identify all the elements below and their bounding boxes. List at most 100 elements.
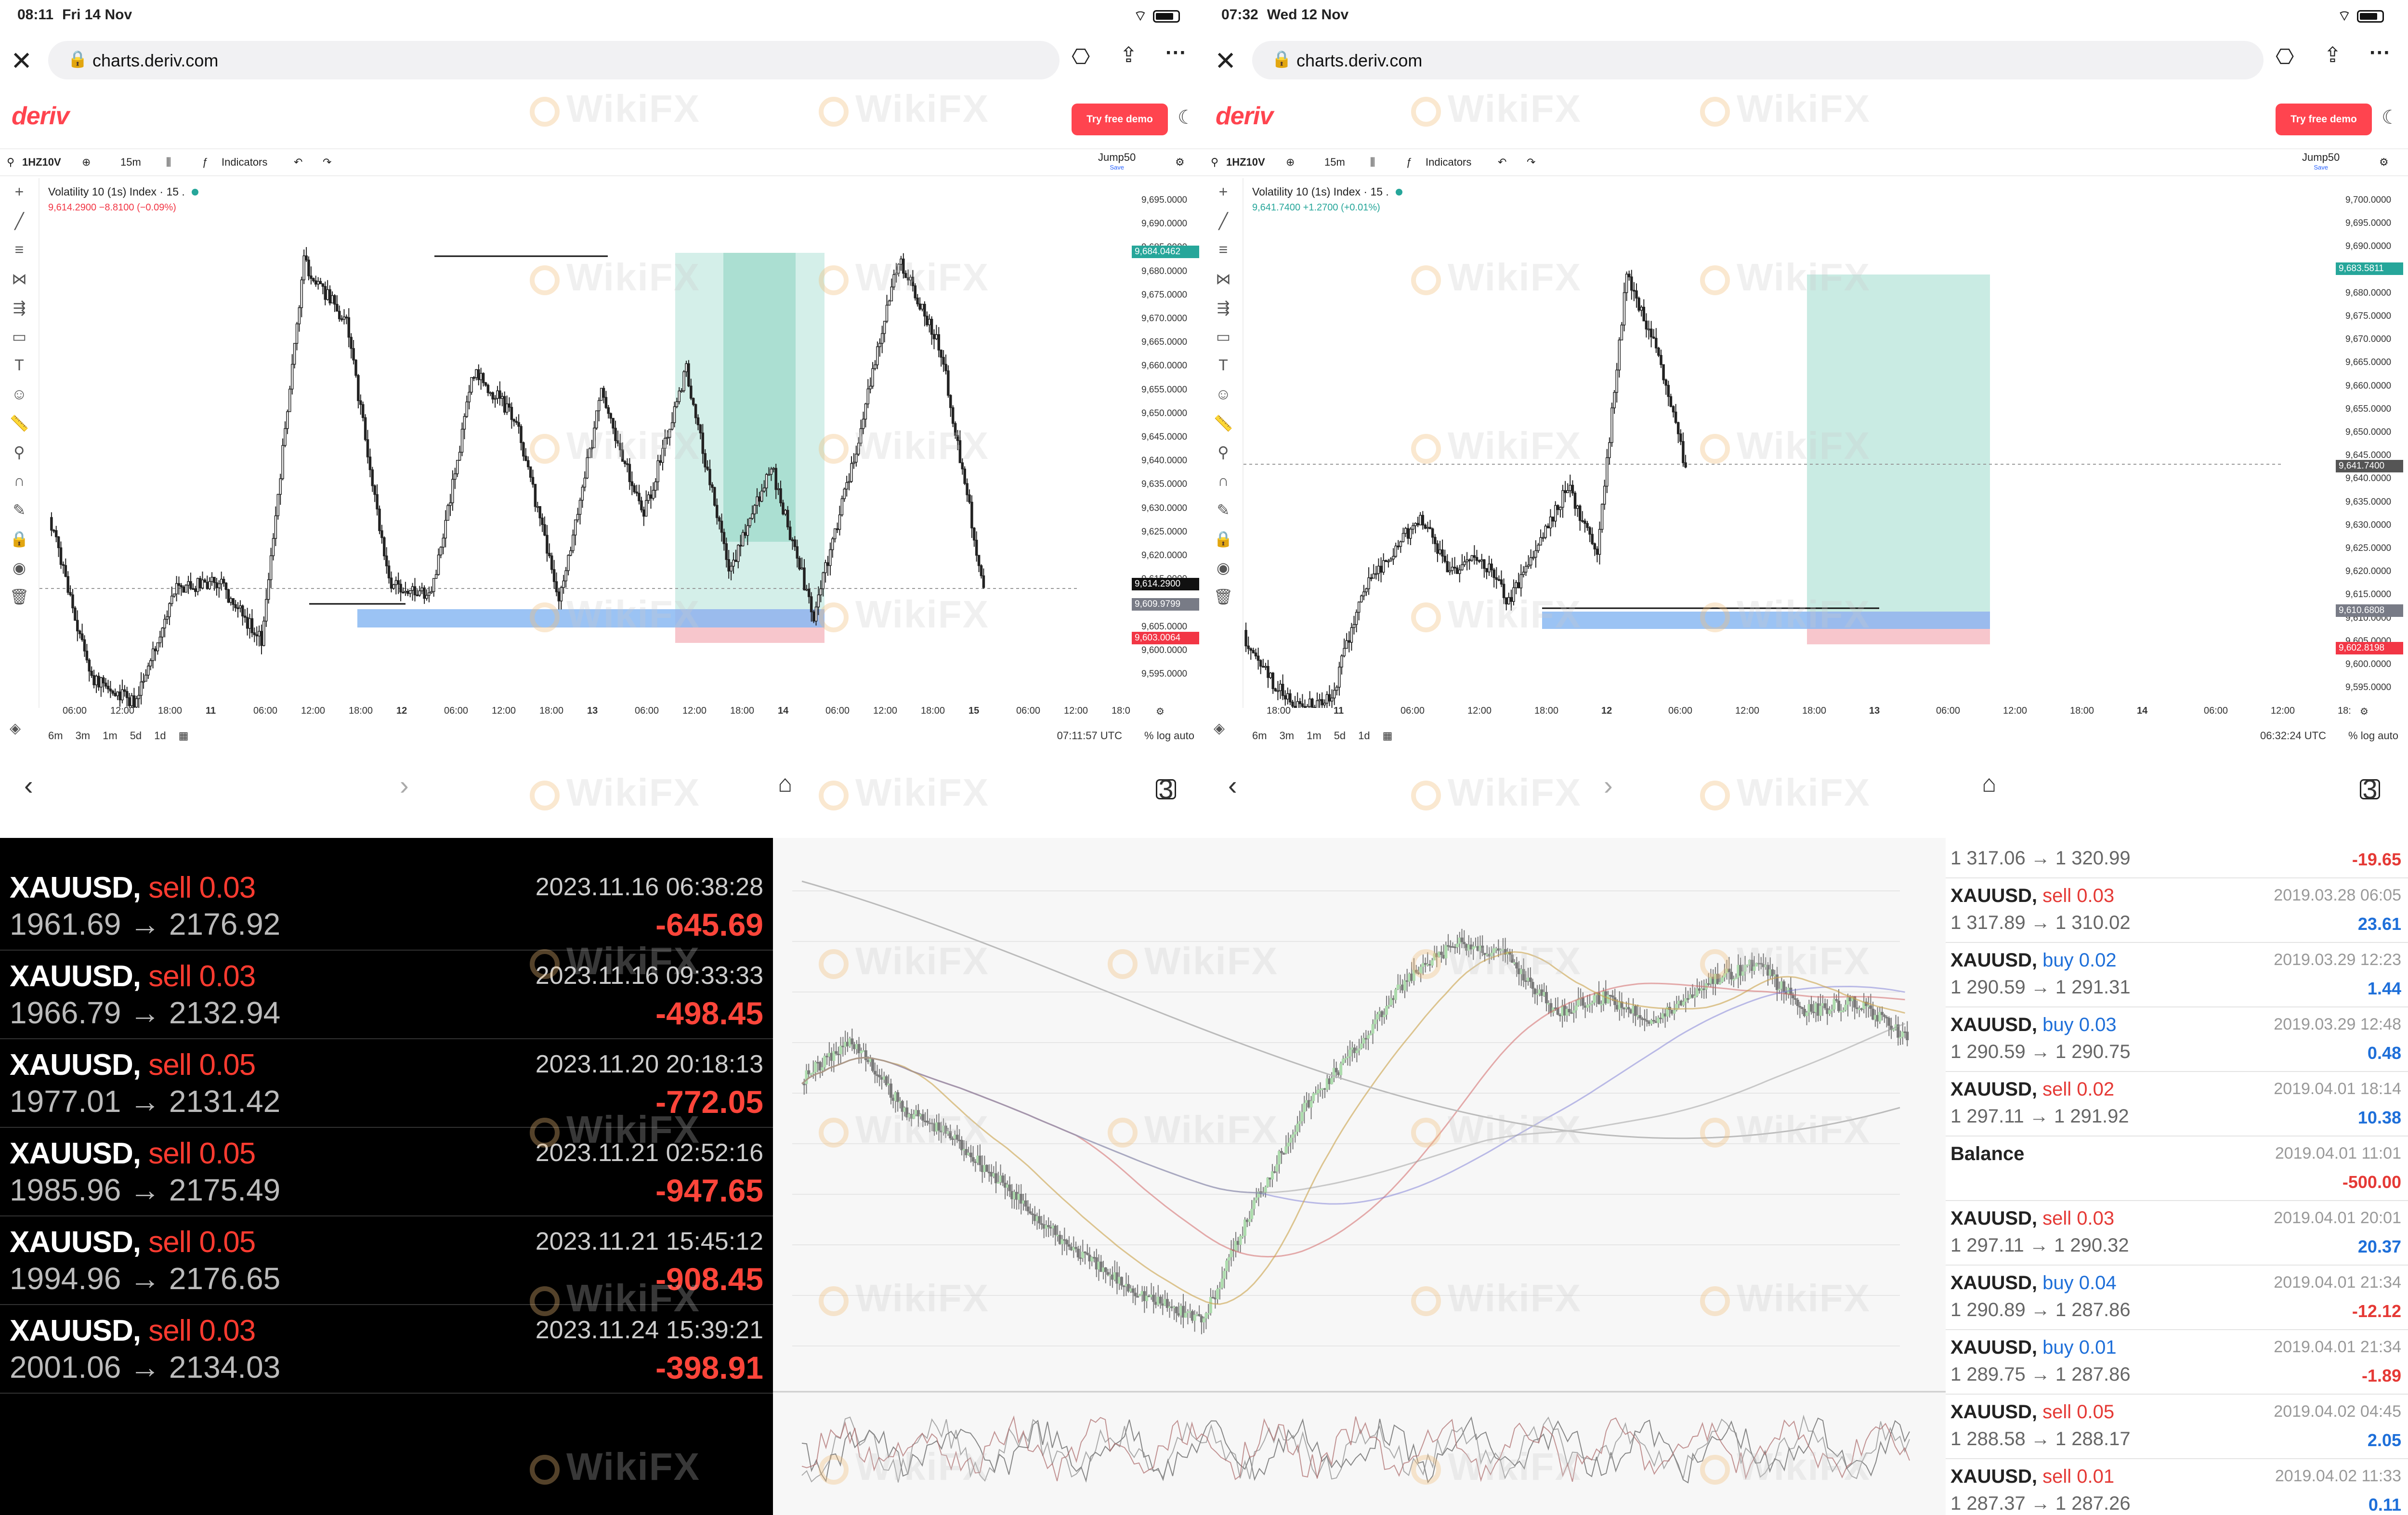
trade-row[interactable]: Balance 2019.04.01 11:01 -500.00 xyxy=(1946,1136,2408,1201)
indicators-icon[interactable]: ƒ xyxy=(1406,156,1413,168)
candlestick-chart[interactable] xyxy=(39,178,1080,708)
symbol-selector[interactable]: 1HZ10V xyxy=(22,156,61,168)
deriv-logo[interactable]: deriv xyxy=(12,102,69,130)
interval-selector[interactable]: 15m xyxy=(1324,156,1345,168)
crosshair-icon[interactable]: + xyxy=(1218,183,1228,200)
trade-row[interactable]: XAUUSD, sell 0.03 2023.11.24 15:39:21 2001… xyxy=(0,1305,773,1394)
layers-icon[interactable]: ◈ xyxy=(1214,720,1225,736)
candlestick-chart[interactable] xyxy=(1243,178,2284,708)
range-3m-button[interactable]: 3m xyxy=(75,730,91,742)
candle-type-icon[interactable]: ⫼ xyxy=(1370,156,1375,168)
lock-icon[interactable]: 🔒 xyxy=(10,530,29,548)
range-1d-button[interactable]: 1d xyxy=(1358,730,1370,742)
forward-chevron-icon[interactable]: › xyxy=(1604,770,1613,800)
rectangle-icon[interactable]: ▭ xyxy=(1216,328,1231,345)
range-1d-button[interactable]: 1d xyxy=(154,730,166,742)
redo-icon[interactable]: ↷ xyxy=(323,156,332,168)
undo-icon[interactable]: ↶ xyxy=(1498,156,1507,168)
magnet-icon[interactable]: ∩ xyxy=(13,472,25,489)
scale-options[interactable]: % log auto xyxy=(2348,730,2398,742)
account-selector[interactable]: Jump50 Save xyxy=(2302,151,2340,171)
more-icon[interactable]: ··· xyxy=(2369,41,2391,65)
indicators-icon[interactable]: ƒ xyxy=(202,156,209,168)
candlestick-chart-plot[interactable] xyxy=(1243,178,2284,708)
trade-row[interactable]: XAUUSD, sell 0.03 2019.03.28 06:05 1 317.8… xyxy=(1946,878,2408,943)
compare-plus-icon[interactable]: ⊕ xyxy=(1286,156,1295,168)
channel-icon[interactable]: ⇶ xyxy=(1217,299,1230,316)
trash-icon[interactable]: 🗑 xyxy=(9,588,29,605)
text-icon[interactable]: T xyxy=(14,356,24,374)
date-range-icon[interactable]: ▦ xyxy=(178,730,189,742)
trade-row[interactable]: XAUUSD, sell 0.03 2023.11.16 09:33:33 1966… xyxy=(0,951,773,1039)
theme-moon-icon[interactable]: ☾ xyxy=(1178,107,1195,128)
theme-moon-icon[interactable]: ☾ xyxy=(2382,107,2399,128)
trade-row[interactable]: XAUUSD, sell 0.05 2023.11.21 02:52:16 1985… xyxy=(0,1128,773,1216)
compare-plus-icon[interactable]: ⊕ xyxy=(82,156,91,168)
trade-row[interactable]: XAUUSD, buy 0.01 2019.04.01 21:34 1 289.75… xyxy=(1946,1330,2408,1395)
home-icon[interactable]: ⌂ xyxy=(1982,770,1997,797)
back-chevron-icon[interactable]: ‹ xyxy=(24,770,33,800)
trade-row[interactable]: XAUUSD, sell 0.05 2019.04.02 04:45 1 288.5… xyxy=(1946,1395,2408,1459)
trend-line-icon[interactable]: ╱ xyxy=(1218,212,1228,230)
trade-row[interactable]: XAUUSD, sell 0.02 2019.04.01 18:14 1 297.1… xyxy=(1946,1072,2408,1136)
date-range-icon[interactable]: ▦ xyxy=(1382,730,1393,742)
more-icon[interactable]: ··· xyxy=(1165,41,1187,65)
close-tab-icon[interactable]: ✕ xyxy=(11,47,33,76)
range-5d-button[interactable]: 5d xyxy=(130,730,142,742)
settings-gear-icon[interactable]: ⚙ xyxy=(2379,156,2389,168)
forward-chevron-icon[interactable]: › xyxy=(400,770,409,800)
range-6m-button[interactable]: 6m xyxy=(1252,730,1267,742)
eye-icon[interactable]: ◉ xyxy=(13,559,26,576)
fib-icon[interactable]: ≡ xyxy=(14,241,24,258)
trade-row[interactable]: XAUUSD, buy 0.02 2019.03.29 12:23 1 290.59… xyxy=(1946,943,2408,1007)
crosshair-icon[interactable]: + xyxy=(14,183,24,200)
trade-row[interactable]: 1 317.06 → 1 320.99 -19.65 xyxy=(1946,838,2408,878)
range-6m-button[interactable]: 6m xyxy=(48,730,63,742)
url-field[interactable]: 🔒 charts.deriv.com xyxy=(48,41,1060,79)
chart-settings-icon[interactable]: ⚙ xyxy=(2360,706,2369,717)
text-icon[interactable]: T xyxy=(1218,356,1228,374)
bookmark-icon[interactable]: ⎔ xyxy=(1072,45,1090,69)
account-selector[interactable]: Jump50 Save xyxy=(1098,151,1136,171)
pen-icon[interactable]: ✎ xyxy=(1217,501,1230,519)
trade-row[interactable]: XAUUSD, buy 0.04 2019.04.01 21:34 1 290.89… xyxy=(1946,1266,2408,1330)
indicators-button[interactable]: Indicators xyxy=(1426,156,1472,168)
symbol-search-icon[interactable]: ⚲ xyxy=(7,156,15,168)
trade-row[interactable]: XAUUSD, sell 0.03 2023.11.16 06:38:28 1961… xyxy=(0,862,773,951)
deriv-logo[interactable]: deriv xyxy=(1216,102,1273,130)
zoom-icon[interactable]: ⚲ xyxy=(13,444,25,461)
scale-options[interactable]: % log auto xyxy=(1144,730,1194,742)
undo-icon[interactable]: ↶ xyxy=(294,156,303,168)
fib-icon[interactable]: ≡ xyxy=(1218,241,1228,258)
emoji-icon[interactable]: ☺ xyxy=(1215,385,1231,403)
bookmark-icon[interactable]: ⎔ xyxy=(2276,45,2294,69)
eye-icon[interactable]: ◉ xyxy=(1217,559,1230,576)
ruler-icon[interactable]: 📏 xyxy=(10,415,29,432)
pen-icon[interactable]: ✎ xyxy=(13,501,26,519)
trade-row[interactable]: XAUUSD, buy 0.03 2019.03.29 12:48 1 290.59… xyxy=(1946,1007,2408,1072)
share-icon[interactable]: ⇪ xyxy=(1120,43,1138,67)
range-5d-button[interactable]: 5d xyxy=(1334,730,1346,742)
layers-icon[interactable]: ◈ xyxy=(10,720,21,736)
home-icon[interactable]: ⌂ xyxy=(778,770,793,797)
rectangle-icon[interactable]: ▭ xyxy=(12,328,27,345)
try-free-demo-button[interactable]: Try free demo xyxy=(1072,104,1168,135)
chart-settings-icon[interactable]: ⚙ xyxy=(1156,706,1165,717)
trade-row[interactable]: XAUUSD, sell 0.05 2023.11.21 15:45:12 1994… xyxy=(0,1216,773,1305)
close-tab-icon[interactable]: ✕ xyxy=(1215,47,1237,76)
back-chevron-icon[interactable]: ‹ xyxy=(1228,770,1237,800)
trade-row[interactable]: XAUUSD, sell 0.01 2019.04.02 11:33 1 287.3… xyxy=(1946,1459,2408,1515)
magnet-icon[interactable]: ∩ xyxy=(1217,472,1229,489)
url-field[interactable]: 🔒 charts.deriv.com xyxy=(1252,41,2264,79)
symbol-search-icon[interactable]: ⚲ xyxy=(1211,156,1219,168)
redo-icon[interactable]: ↷ xyxy=(1527,156,1536,168)
lock-icon[interactable]: 🔒 xyxy=(1214,530,1233,548)
candle-type-icon[interactable]: ⫼ xyxy=(166,156,171,168)
pattern-icon[interactable]: ⋈ xyxy=(12,270,27,287)
trend-line-icon[interactable]: ╱ xyxy=(14,212,24,230)
trade-row[interactable]: XAUUSD, sell 0.05 2023.11.20 20:18:13 1977… xyxy=(0,1039,773,1128)
symbol-selector[interactable]: 1HZ10V xyxy=(1226,156,1265,168)
interval-selector[interactable]: 15m xyxy=(120,156,141,168)
ruler-icon[interactable]: 📏 xyxy=(1214,415,1233,432)
range-3m-button[interactable]: 3m xyxy=(1279,730,1295,742)
